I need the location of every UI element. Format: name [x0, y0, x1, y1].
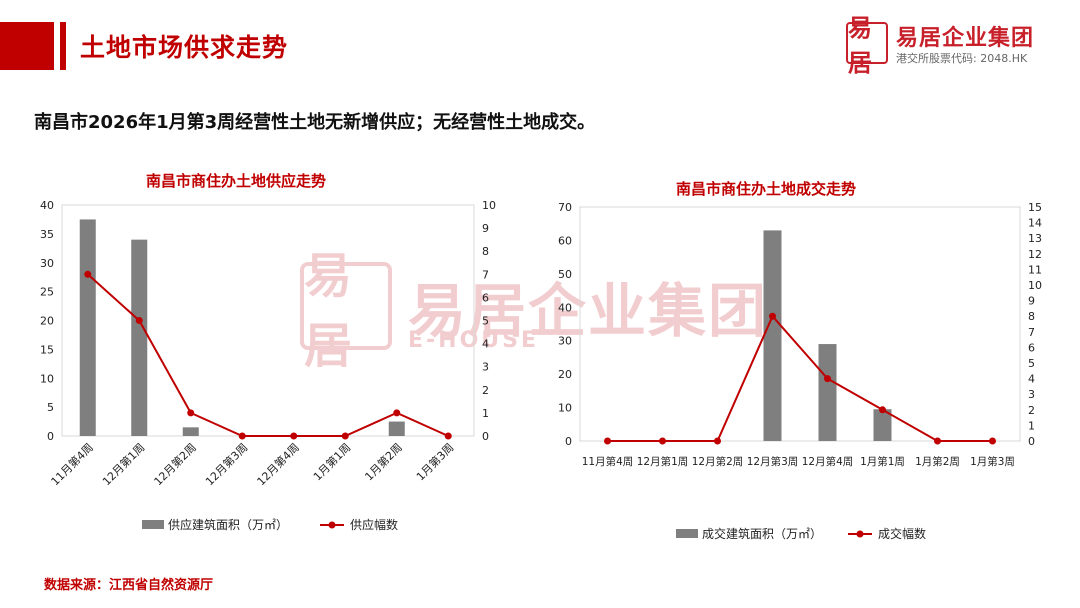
supply-line-point — [393, 409, 401, 417]
deal-ytick-right: 12 — [1028, 248, 1042, 261]
supply-legend-bar-swatch — [142, 520, 164, 529]
deal-ytick-right: 11 — [1028, 263, 1042, 276]
deal-line-point — [879, 406, 886, 414]
deal-bar — [763, 230, 782, 441]
deal-line-point — [989, 437, 996, 445]
supply-ytick-left: 5 — [47, 401, 54, 414]
deal-legend-line-label: 成交幅数 — [878, 526, 926, 541]
supply-ytick-left: 0 — [47, 430, 54, 443]
deal-ytick-right: 13 — [1028, 232, 1042, 245]
deal-ytick-right: 9 — [1028, 295, 1035, 308]
supply-line-point — [84, 270, 92, 278]
deal-plot-area — [579, 206, 1021, 442]
deal-ytick-right: 0 — [1028, 435, 1035, 448]
supply-line-point — [187, 409, 195, 417]
supply-ytick-right: 8 — [482, 245, 489, 258]
summary-text: 南昌市2026年1月第3周经营性土地无新增供应；无经营性土地成交。 — [34, 112, 596, 133]
logo-name: 易居企业集团 — [896, 26, 1035, 51]
supply-ytick-right: 6 — [482, 291, 489, 304]
supply-ytick-right: 9 — [482, 222, 489, 235]
deal-ytick-left: 30 — [558, 335, 572, 348]
supply-ytick-right: 5 — [482, 315, 489, 328]
page-title: 土地市场供求走势 — [80, 33, 289, 62]
supply-ytick-right: 2 — [482, 384, 489, 397]
supply-ytick-left: 15 — [40, 343, 54, 356]
supply-ytick-left: 25 — [40, 286, 54, 299]
supply-line-point — [135, 317, 143, 324]
supply-line-point — [290, 432, 298, 440]
deal-xtick: 12月第3周 — [747, 455, 799, 468]
header-accent-bar — [0, 22, 54, 70]
deal-line-point — [769, 312, 776, 320]
deal-line-series — [607, 314, 993, 442]
deal-xtick: 1月第2周 — [915, 455, 960, 468]
deal-bar — [873, 409, 892, 441]
supply-ytick-right: 3 — [482, 361, 489, 374]
deal-ytick-right: 14 — [1028, 217, 1042, 230]
deal-line-point — [659, 437, 666, 445]
deal-line-point — [714, 437, 721, 445]
deal-ytick-right: 5 — [1028, 357, 1035, 370]
deal-xtick: 12月第1周 — [637, 455, 689, 468]
supply-line-point — [444, 432, 452, 440]
stock-code: 港交所股票代码: 2048.HK — [896, 52, 1028, 65]
deal-ytick-left: 70 — [558, 201, 572, 214]
deal-ytick-left: 60 — [558, 234, 572, 247]
deal-ytick-left: 20 — [558, 368, 572, 381]
deal-line-point — [824, 375, 831, 383]
deal-ytick-right: 4 — [1028, 373, 1035, 386]
deal-line-point — [604, 437, 611, 445]
deal-legend-line-marker — [856, 530, 864, 538]
deal-ytick-right: 7 — [1028, 326, 1035, 339]
supply-legend-line-label: 供应幅数 — [350, 517, 398, 532]
supply-ytick-left: 30 — [40, 257, 54, 270]
supply-bar — [388, 421, 405, 436]
supply-ytick-left: 10 — [40, 372, 54, 385]
deal-ytick-left: 40 — [558, 301, 572, 314]
deal-ytick-right: 1 — [1028, 419, 1035, 432]
supply-bar — [79, 219, 96, 436]
deal-legend-bar-label: 成交建筑面积（万㎡） — [702, 526, 822, 541]
deal-xtick: 12月第2周 — [692, 455, 744, 468]
deal-ytick-right: 15 — [1028, 201, 1042, 214]
deal-ytick-left: 50 — [558, 268, 572, 281]
supply-ytick-right: 1 — [482, 407, 489, 420]
supply-line-point — [238, 432, 246, 440]
chart-title-transaction: 南昌市商住办土地成交走势 — [676, 180, 857, 198]
supply-ytick-left: 35 — [40, 228, 54, 241]
supply-ytick-left: 40 — [40, 199, 54, 212]
deal-xtick: 1月第1周 — [860, 455, 905, 468]
supply-ytick-left: 20 — [40, 315, 54, 328]
deal-ytick-right: 10 — [1028, 279, 1042, 292]
deal-ytick-right: 2 — [1028, 404, 1035, 417]
supply-ytick-right: 10 — [482, 199, 496, 212]
deal-ytick-left: 0 — [565, 435, 572, 448]
supply-legend-bar-label: 供应建筑面积（万㎡） — [168, 517, 288, 532]
supply-ytick-right: 0 — [482, 430, 489, 443]
deal-xtick: 1月第3周 — [970, 455, 1015, 468]
deal-line-point — [934, 437, 941, 445]
supply-legend-line-marker — [328, 521, 336, 529]
deal-ytick-right: 6 — [1028, 341, 1035, 354]
deal-ytick-right: 3 — [1028, 388, 1035, 401]
deal-bar — [818, 344, 837, 441]
supply-ytick-right: 7 — [482, 268, 489, 281]
supply-ytick-right: 4 — [482, 338, 489, 351]
deal-xtick: 12月第4周 — [802, 455, 854, 468]
deal-ytick-right: 8 — [1028, 310, 1035, 323]
header-accent-stripe — [60, 22, 66, 70]
deal-legend-bar-swatch — [676, 529, 698, 538]
supply-line-series — [87, 273, 449, 437]
data-source: 数据来源：江西省自然资源厅 — [44, 578, 214, 593]
supply-bar — [131, 239, 148, 436]
deal-xtick: 11月第4周 — [582, 455, 634, 468]
deal-ytick-left: 10 — [558, 402, 572, 415]
supply-line-point — [341, 432, 349, 440]
supply-bar — [182, 427, 199, 436]
chart-title-supply: 南昌市商住办土地供应走势 — [146, 172, 327, 190]
